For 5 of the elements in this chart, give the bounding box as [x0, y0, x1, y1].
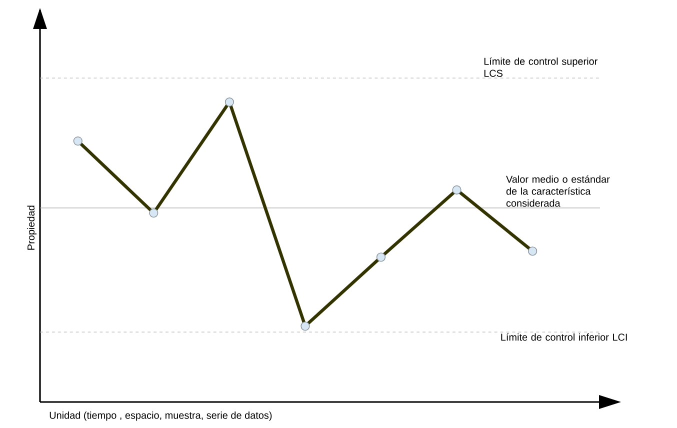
ref-line-label: Valor medio o estándar de la característica considerada: [506, 175, 610, 207]
x-axis-title: Unidad (tiempo , espacio, muestra, serie de datos): [50, 412, 272, 421]
ref-line-label: Límite de control superior LCS: [484, 57, 598, 77]
y-axis-title: Propiedad: [27, 206, 36, 250]
ref-line-label: Límite de control inferior LCI: [501, 333, 627, 341]
